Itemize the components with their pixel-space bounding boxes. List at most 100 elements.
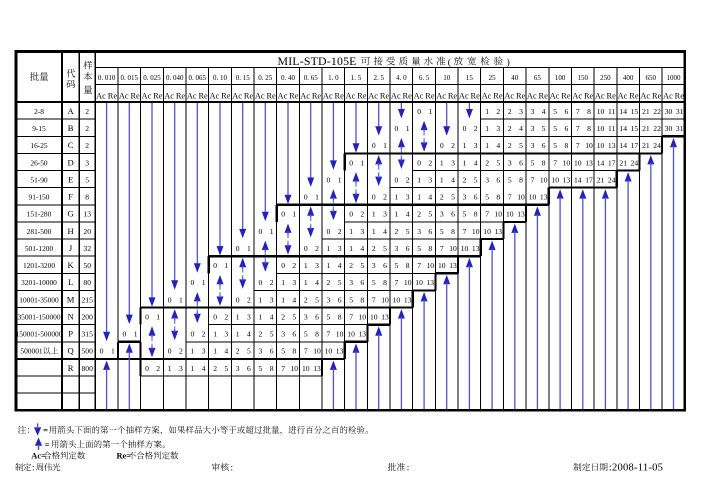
svg-text:7: 7	[327, 330, 331, 339]
svg-text:4: 4	[428, 193, 432, 202]
svg-text:6: 6	[474, 193, 478, 202]
svg-text:10: 10	[461, 244, 469, 253]
svg-text:21: 21	[642, 141, 650, 150]
svg-text:N: N	[67, 311, 74, 321]
svg-text:24: 24	[631, 158, 639, 167]
svg-text:3: 3	[406, 193, 410, 202]
svg-text:0: 0	[145, 364, 149, 373]
svg-text:Re: Re	[425, 91, 435, 100]
svg-text:1: 1	[485, 141, 489, 150]
svg-text:6: 6	[292, 330, 296, 339]
svg-text:8: 8	[338, 312, 342, 321]
svg-text:0: 0	[372, 141, 376, 150]
svg-text:2: 2	[383, 193, 387, 202]
svg-text:1: 1	[440, 158, 444, 167]
svg-text:14: 14	[574, 175, 582, 184]
svg-text:2: 2	[259, 330, 263, 339]
svg-text:14: 14	[619, 107, 627, 116]
svg-text:3: 3	[327, 295, 331, 304]
svg-text:Re: Re	[312, 91, 322, 100]
svg-text:2: 2	[485, 158, 489, 167]
svg-text:3: 3	[270, 295, 274, 304]
svg-text:17: 17	[631, 141, 639, 150]
svg-text:13: 13	[540, 193, 548, 202]
svg-text:6: 6	[360, 278, 364, 287]
svg-text:0: 0	[213, 261, 217, 270]
svg-text:1: 1	[236, 330, 240, 339]
svg-text:1: 1	[191, 364, 195, 373]
svg-text:Ac: Ac	[300, 91, 310, 100]
svg-text:5: 5	[304, 330, 308, 339]
svg-text:8: 8	[565, 141, 569, 150]
svg-text:10: 10	[506, 210, 514, 219]
svg-text:0: 0	[349, 210, 353, 219]
svg-text:Ac: Ac	[482, 91, 492, 100]
svg-text:Ac: Ac	[368, 91, 378, 100]
svg-text:=: =	[43, 425, 48, 435]
svg-text:0: 0	[304, 193, 308, 202]
svg-text:3: 3	[372, 261, 376, 270]
svg-text:4: 4	[338, 261, 342, 270]
svg-text:Re: Re	[130, 91, 140, 100]
svg-text:10: 10	[404, 278, 412, 287]
svg-text:6: 6	[565, 124, 569, 133]
svg-text:5: 5	[85, 175, 89, 184]
svg-text:3: 3	[383, 210, 387, 219]
svg-text:3: 3	[259, 347, 263, 356]
svg-text:A: A	[67, 106, 74, 116]
svg-text:5: 5	[440, 227, 444, 236]
svg-text:13: 13	[404, 295, 412, 304]
svg-text:0: 0	[395, 124, 399, 133]
svg-text:0: 0	[281, 261, 285, 270]
svg-text:1: 1	[327, 244, 331, 253]
svg-text:2: 2	[327, 278, 331, 287]
svg-text:4: 4	[451, 175, 455, 184]
svg-text:8: 8	[270, 364, 274, 373]
svg-text:Re: Re	[652, 91, 662, 100]
svg-text:3: 3	[451, 158, 455, 167]
svg-text:Re: Re	[289, 91, 299, 100]
svg-text:3: 3	[496, 124, 500, 133]
svg-text:Re=: Re=	[117, 452, 132, 461]
svg-text:P: P	[68, 329, 73, 339]
svg-text:10: 10	[415, 278, 423, 287]
svg-text:10: 10	[563, 158, 571, 167]
svg-text:13: 13	[495, 227, 503, 236]
svg-text:0. 40: 0. 40	[281, 74, 296, 82]
svg-text:2: 2	[508, 141, 512, 150]
svg-text:250: 250	[600, 74, 611, 82]
svg-text:0: 0	[417, 158, 421, 167]
svg-text:1: 1	[156, 312, 160, 321]
svg-text:10: 10	[302, 364, 310, 373]
svg-text:0. 010: 0. 010	[98, 74, 116, 82]
svg-text:400: 400	[623, 74, 634, 82]
svg-text:5: 5	[360, 261, 364, 270]
svg-text:5: 5	[474, 175, 478, 184]
svg-text:6: 6	[406, 244, 410, 253]
svg-text:2: 2	[270, 278, 274, 287]
svg-text:C: C	[68, 140, 74, 150]
svg-text:0. 25: 0. 25	[258, 74, 273, 82]
svg-text:5: 5	[224, 364, 228, 373]
svg-text:650: 650	[646, 74, 657, 82]
svg-text:7: 7	[485, 210, 489, 219]
svg-text:151-280: 151-280	[27, 210, 52, 219]
svg-text:5: 5	[292, 312, 296, 321]
svg-text:10: 10	[359, 312, 367, 321]
svg-text:2-8: 2-8	[34, 107, 44, 116]
svg-text:3201-10000: 3201-10000	[21, 278, 57, 287]
svg-text:5: 5	[428, 210, 432, 219]
svg-text:Re: Re	[176, 91, 186, 100]
svg-text:4. 0: 4. 0	[396, 74, 407, 82]
svg-text:10: 10	[483, 227, 491, 236]
svg-text:F: F	[68, 192, 73, 202]
svg-text:1: 1	[372, 227, 376, 236]
svg-text:65: 65	[534, 74, 542, 82]
svg-text:3: 3	[440, 210, 444, 219]
svg-text:0: 0	[191, 330, 195, 339]
svg-text:Re: Re	[675, 91, 685, 100]
svg-text:=: =	[45, 439, 50, 449]
svg-text:35001-150000: 35001-150000	[17, 312, 60, 321]
svg-text:2: 2	[349, 261, 353, 270]
svg-text:0. 15: 0. 15	[236, 74, 251, 82]
